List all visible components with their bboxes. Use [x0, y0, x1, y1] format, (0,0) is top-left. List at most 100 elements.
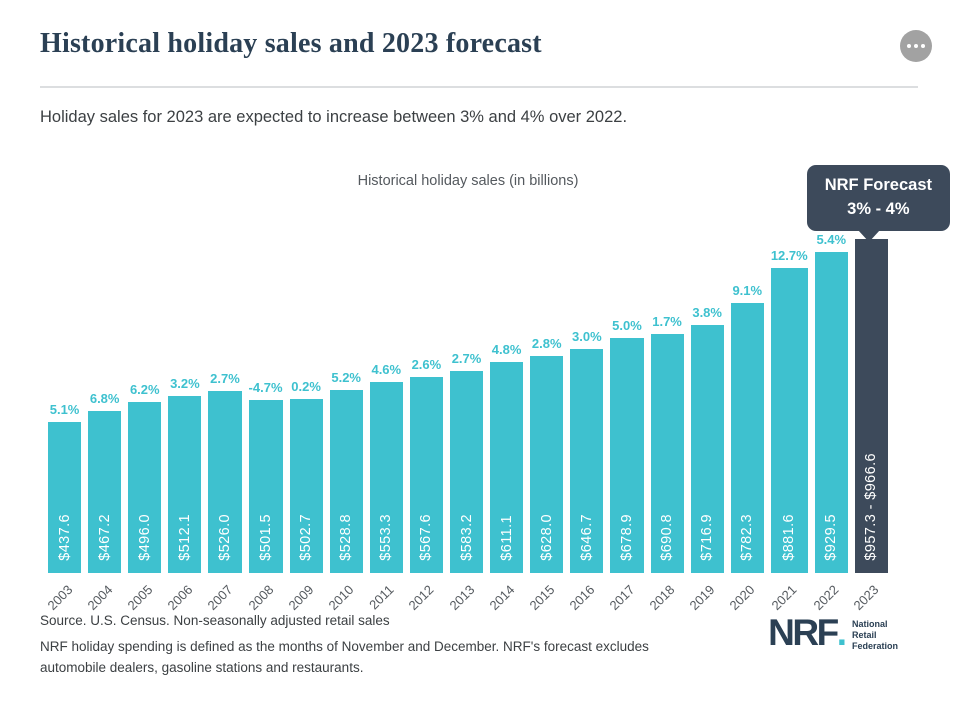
- bar[interactable]: $437.6: [48, 422, 82, 573]
- growth-percent-label: 3.2%: [170, 376, 200, 391]
- bar-value-label: $611.1: [498, 515, 515, 561]
- bar[interactable]: $526.0: [208, 391, 242, 573]
- bar-value-label: $678.9: [618, 514, 635, 561]
- ellipsis-icon: [921, 44, 925, 48]
- growth-percent-label: 6.2%: [129, 382, 160, 397]
- growth-percent-label: 3.0%: [572, 329, 602, 344]
- bar-column: 12.7% $881.6 2021: [769, 248, 808, 613]
- bar-column: 0.2% $502.7 2009: [286, 379, 323, 613]
- year-axis-label: 2017: [606, 582, 638, 614]
- bar[interactable]: $512.1: [168, 396, 202, 573]
- nrf-logo-dot: .: [836, 612, 847, 653]
- bar[interactable]: $646.7: [570, 349, 604, 573]
- year-axis-label: 2011: [366, 582, 397, 613]
- growth-percent-label: 5.2%: [331, 370, 361, 385]
- ellipsis-icon: [914, 44, 918, 48]
- bar-column: 2.7% $583.2 2013: [446, 351, 484, 613]
- bar[interactable]: $583.2: [449, 371, 484, 573]
- year-axis-label: 2019: [686, 582, 718, 614]
- year-axis-label: 2016: [566, 582, 598, 614]
- bar[interactable]: $690.8: [650, 334, 684, 573]
- forecast-bar[interactable]: $957.3 - $966.6: [854, 239, 888, 573]
- bar-column: $957.3 - $966.6 2023: [851, 239, 888, 613]
- year-axis-label: 2010: [325, 582, 357, 614]
- bar-value-label: $716.9: [699, 514, 716, 561]
- bar-column: 9.1% $782.3 2020: [727, 283, 764, 613]
- year-axis-label: 2023: [850, 582, 882, 614]
- bar[interactable]: $929.5: [814, 252, 848, 573]
- year-axis-label: 2009: [285, 582, 317, 614]
- bar[interactable]: $467.2: [88, 411, 122, 573]
- bar[interactable]: $678.9: [610, 338, 644, 573]
- bar-column: 4.8% $611.1 2014: [486, 342, 524, 613]
- bar-value-label: $929.5: [823, 514, 840, 561]
- growth-percent-label: 2.6%: [411, 357, 442, 372]
- bar-column: 5.4% $929.5 2022: [811, 232, 848, 613]
- year-axis-label: 2015: [526, 582, 558, 614]
- year-axis-label: 2006: [164, 582, 196, 614]
- bar-value-label: $583.2: [458, 514, 475, 561]
- nrf-logo-acronym: NRF: [768, 612, 839, 653]
- callout-pointer-icon: [858, 229, 881, 242]
- bar[interactable]: $553.3: [369, 382, 403, 573]
- bar-value-label: $467.2: [96, 514, 113, 561]
- growth-percent-label: 2.8%: [531, 336, 562, 351]
- bar-value-label: $782.3: [739, 514, 756, 561]
- bar-column: 3.8% $716.9 2019: [687, 305, 724, 613]
- bar-value-label: $553.3: [378, 514, 395, 561]
- growth-percent-label: 6.8%: [89, 391, 120, 406]
- bar[interactable]: $782.3: [730, 303, 764, 573]
- source-line-2: NRF holiday spending is defined as the m…: [40, 638, 649, 675]
- bar-column: 2.8% $628.0 2015: [526, 336, 564, 613]
- bar-column: 6.8% $467.2 2004: [84, 391, 122, 613]
- year-axis-label: 2014: [486, 582, 518, 614]
- bar[interactable]: $496.0: [128, 402, 162, 573]
- year-axis-label: 2012: [405, 582, 438, 614]
- year-axis-label: 2005: [124, 582, 156, 614]
- bar[interactable]: $501.5: [248, 400, 283, 573]
- footer: Source. U.S. Census. Non-seasonally adju…: [40, 611, 918, 684]
- nrf-logo-tagline-line: Federation: [851, 640, 898, 651]
- bar-column: 5.1% $437.6 2003: [44, 402, 82, 613]
- bar-column: -4.7% $501.5 2008: [245, 380, 283, 613]
- options-menu-button[interactable]: [900, 30, 932, 62]
- header-divider: [40, 86, 918, 88]
- bar-value-label: $881.6: [781, 514, 798, 561]
- growth-percent-label: 3.8%: [692, 305, 722, 320]
- bar-value-label: $646.7: [578, 514, 595, 561]
- bar-value-label: $526.0: [216, 514, 233, 561]
- bar[interactable]: $502.7: [289, 399, 323, 573]
- bar-column: 2.6% $567.6 2012: [406, 357, 443, 613]
- growth-percent-label: 12.7%: [770, 248, 808, 263]
- bar-column: 4.6% $553.3 2011: [367, 362, 403, 612]
- bar[interactable]: $881.6: [770, 268, 808, 573]
- nrf-logo-tagline-line: National: [851, 619, 888, 629]
- forecast-callout: NRF Forecast 3% - 4%: [806, 165, 950, 242]
- holiday-sales-chart: Historical holiday sales (in billions) N…: [44, 165, 950, 613]
- growth-percent-label: -4.7%: [248, 380, 283, 395]
- year-axis-label: 2020: [726, 582, 758, 614]
- year-axis-label: 2008: [245, 582, 277, 614]
- bar-column: 2.7% $526.0 2007: [205, 371, 242, 613]
- growth-percent-label: 1.7%: [652, 314, 682, 329]
- forecast-callout-line1: NRF Forecast: [824, 176, 932, 194]
- bar-value-label: $567.6: [418, 514, 435, 561]
- bar-value-label: $512.1: [176, 514, 193, 561]
- growth-percent-label: 0.2%: [291, 379, 321, 394]
- bar[interactable]: $716.9: [690, 325, 724, 573]
- chart-title: Historical holiday sales (in billions): [357, 173, 579, 189]
- bar-column: 5.2% $528.8 2010: [326, 370, 363, 613]
- bar-value-label: $690.8: [659, 514, 676, 561]
- bar-plot: 5.1% $437.6 2003 6.8% $467.2 2004 6.2% $496.0 20…: [44, 232, 888, 613]
- year-axis-label: 2003: [44, 582, 76, 614]
- bar-value-label: $628.0: [538, 514, 555, 561]
- nrf-logo: NRF . National Retail Federation: [768, 612, 898, 653]
- bar[interactable]: $528.8: [329, 390, 363, 573]
- year-axis-label: 2013: [446, 582, 478, 614]
- growth-percent-label: 2.7%: [451, 351, 482, 366]
- bar[interactable]: $567.6: [409, 377, 443, 573]
- bar[interactable]: $611.1: [490, 362, 524, 573]
- bar-column: 3.0% $646.7 2016: [566, 329, 604, 613]
- year-axis-label: 2007: [204, 582, 236, 614]
- bar[interactable]: $628.0: [530, 356, 564, 573]
